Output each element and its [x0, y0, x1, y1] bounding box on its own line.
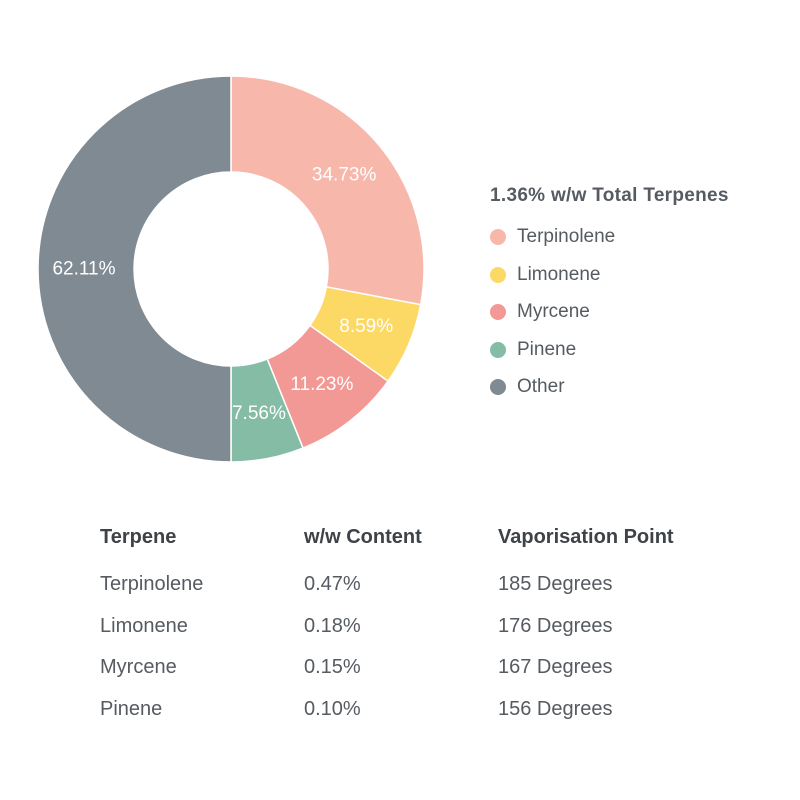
legend-item-terpinolene: Terpinolene: [490, 225, 729, 249]
legend-swatch: [490, 379, 506, 395]
legend-label: Terpinolene: [517, 226, 616, 247]
cell-vaporisation: 167 Degrees: [498, 656, 613, 679]
legend-label: Pinene: [517, 338, 577, 360]
legend-swatch: [490, 341, 506, 358]
cell-terpene: Terpinolene: [100, 573, 204, 596]
table-row: Pinene 0.10% 156 Degrees: [100, 689, 758, 731]
legend-swatch: [490, 229, 506, 245]
cell-content: 0.47%: [304, 573, 361, 596]
header-terpene: Terpene: [100, 525, 177, 548]
cell-terpene: Myrcene: [100, 656, 177, 679]
legend: 1.36% w/w Total Terpenes Terpinolene Lim…: [490, 185, 729, 413]
table-row: Limonene 0.18% 176 Degrees: [100, 606, 758, 648]
slice-label-limonene: 8.59%: [339, 316, 393, 337]
cell-content: 0.18%: [304, 614, 361, 637]
slice-terpinolene: [230, 75, 425, 306]
legend-label: Myrcene: [517, 301, 590, 322]
cell-terpene: Pinene: [100, 697, 163, 720]
cell-content: 0.15%: [304, 656, 361, 679]
legend-label: Other: [517, 376, 565, 397]
terpene-table: Terpene w/w Content Vaporisation Point T…: [100, 522, 758, 730]
donut-labels: 34.73% 8.59% 11.23%7.56% 62.11%: [52, 165, 393, 424]
slice-other: [37, 75, 232, 463]
legend-item-myrcene: Myrcene: [490, 300, 729, 324]
cell-content: 0.10%: [304, 697, 361, 720]
donut-chart: 34.73% 8.59% 11.23%7.56% 62.11%: [37, 75, 425, 463]
legend-item-limonene: Limonene: [490, 263, 729, 287]
table-row: Myrcene 0.15% 167 Degrees: [100, 647, 758, 689]
header-vaporisation: Vaporisation Point: [498, 525, 674, 548]
legend-item-pinene: Pinene: [490, 338, 729, 362]
slice-label-myrcene: 11.23%: [290, 374, 353, 395]
cell-vaporisation: 185 Degrees: [498, 573, 613, 596]
legend-swatch: [490, 266, 506, 283]
table-row: Terpinolene 0.47% 185 Degrees: [100, 564, 758, 606]
legend-item-other: Other: [490, 375, 729, 399]
cell-terpene: Limonene: [100, 614, 188, 637]
legend-title: 1.36% w/w Total Terpenes: [490, 185, 729, 206]
legend-label: Limonene: [517, 263, 601, 285]
table-header-row: Terpene w/w Content Vaporisation Point: [100, 522, 758, 564]
donut-slices: [37, 75, 425, 463]
slice-label-other: 62.11%: [52, 259, 115, 280]
header-content: w/w Content: [304, 525, 422, 548]
slice-label-pinene: 7.56%: [232, 403, 286, 424]
slice-label-terpinolene: 34.73%: [312, 165, 377, 186]
legend-swatch: [490, 304, 506, 320]
cell-vaporisation: 176 Degrees: [498, 614, 613, 637]
cell-vaporisation: 156 Degrees: [498, 697, 613, 720]
